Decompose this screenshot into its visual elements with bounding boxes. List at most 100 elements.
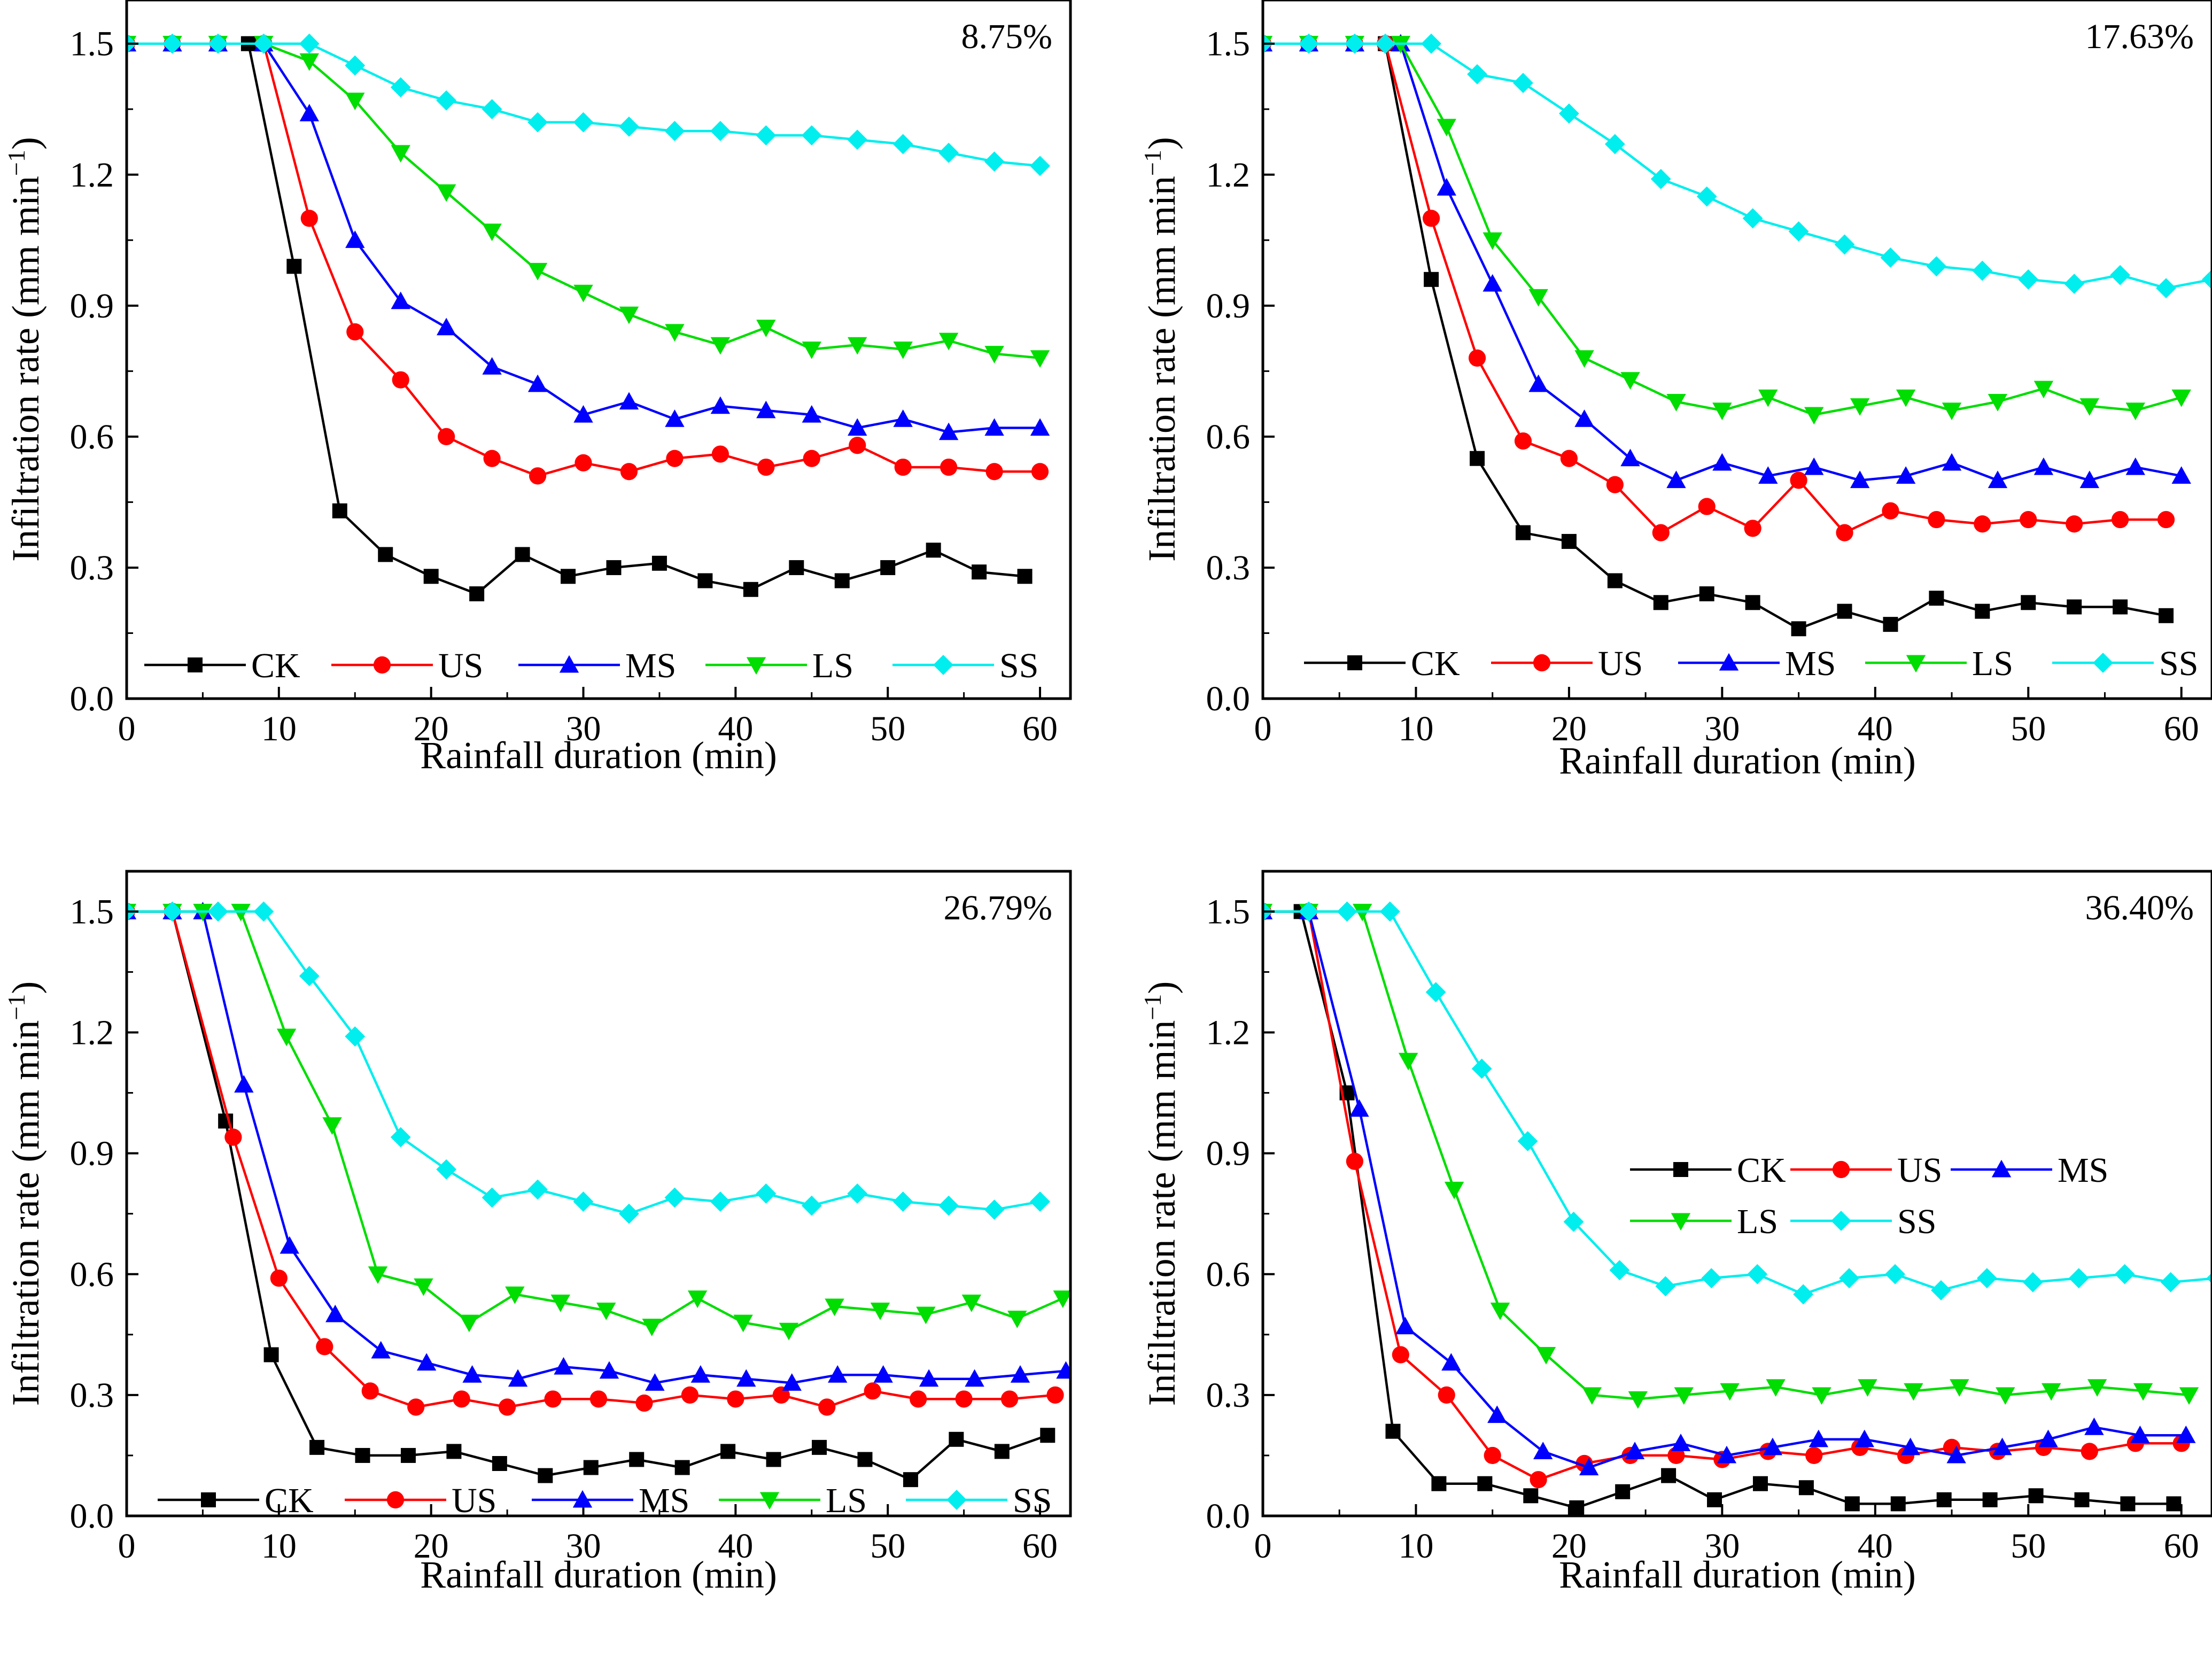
series-ls xyxy=(127,36,1050,368)
x-tick-label: 10 xyxy=(261,709,297,748)
data-point xyxy=(1742,208,1763,229)
data-point xyxy=(438,428,455,445)
y-axis-title-main: Infiltration rate (mm min xyxy=(4,176,47,562)
data-point xyxy=(802,405,821,423)
data-point xyxy=(893,341,913,359)
data-point xyxy=(583,1460,599,1475)
x-tick-label: 40 xyxy=(1858,1527,1893,1566)
data-point xyxy=(345,55,366,76)
data-point xyxy=(1671,1434,1691,1451)
data-point xyxy=(482,99,502,120)
legend-label-ck: CK xyxy=(1411,644,1460,683)
plot-frame xyxy=(1261,0,2212,700)
data-point xyxy=(1533,1442,1553,1459)
data-point xyxy=(436,318,456,336)
y-tick-label: 0.6 xyxy=(1206,417,1251,456)
data-point xyxy=(690,1365,711,1383)
data-point xyxy=(1574,409,1594,427)
data-point xyxy=(589,1390,608,1408)
data-point xyxy=(2125,457,2145,475)
data-point xyxy=(2081,1443,2098,1460)
data-point xyxy=(619,306,639,324)
data-point xyxy=(848,418,867,436)
data-point xyxy=(2206,1272,2212,1284)
data-point xyxy=(629,1452,645,1467)
data-point xyxy=(864,1382,881,1400)
data-point xyxy=(1988,470,2008,489)
data-point xyxy=(2176,1426,2196,1443)
chart-panel-2: 0 10 20 30 40 50 60 0.0 0.3 0.6 0.9 1.2 1.5 Rainfall … xyxy=(1139,0,2212,782)
data-point xyxy=(2038,1429,2058,1447)
legend-label-ck: CK xyxy=(1737,1151,1786,1190)
data-point xyxy=(1661,1468,1677,1483)
data-point xyxy=(1942,402,1962,421)
data-point xyxy=(1017,569,1033,584)
data-point xyxy=(1674,1387,1694,1405)
data-point xyxy=(664,1187,685,1208)
legend-marker-ck xyxy=(1673,1162,1688,1177)
legend-marker-us xyxy=(1533,654,1551,672)
data-point xyxy=(1805,1446,1823,1465)
data-point xyxy=(674,1460,690,1475)
data-point xyxy=(926,543,941,558)
data-point xyxy=(469,586,485,601)
data-point xyxy=(1484,1446,1501,1465)
data-point xyxy=(985,463,1003,481)
data-point xyxy=(1620,372,1640,390)
series-line-ck xyxy=(1263,42,2167,630)
series-ck xyxy=(1263,36,2174,637)
data-point xyxy=(984,151,1005,172)
data-point xyxy=(1744,520,1761,537)
legend: CK US MS LS SS xyxy=(1304,644,2198,683)
series-line-us xyxy=(1263,42,2167,534)
data-point xyxy=(697,573,713,589)
data-point xyxy=(870,1303,890,1320)
data-point xyxy=(1950,1379,1969,1397)
data-point xyxy=(462,1365,482,1383)
legend-label-ms: MS xyxy=(639,1481,689,1520)
data-point xyxy=(162,33,183,54)
data-point xyxy=(619,392,639,410)
data-point xyxy=(1666,470,1686,489)
y-axis-title-superscript: −1 xyxy=(1139,150,1166,176)
data-point xyxy=(1513,73,1533,94)
data-point xyxy=(1712,402,1732,421)
y-tick-label: 1.5 xyxy=(1206,25,1251,64)
series-line-ss xyxy=(1263,910,2212,1296)
data-point xyxy=(309,1439,325,1455)
data-point xyxy=(2068,1268,2089,1289)
series-line-ss xyxy=(127,910,1041,1215)
data-point xyxy=(894,458,912,476)
data-point xyxy=(2112,510,2129,529)
legend-label-ck: CK xyxy=(251,646,300,685)
data-point xyxy=(1707,1492,1722,1507)
data-point xyxy=(1337,901,1357,922)
x-tick-label: 0 xyxy=(1254,709,1272,748)
legend-marker-us xyxy=(386,1491,405,1509)
data-point xyxy=(599,1361,619,1379)
data-point xyxy=(573,284,593,303)
data-point xyxy=(1437,119,1456,137)
legend: CK US MS LS SS xyxy=(1630,1151,2108,1241)
data-point xyxy=(1812,1387,1831,1405)
data-point xyxy=(1615,1484,1631,1499)
data-point xyxy=(1530,1471,1547,1489)
data-point xyxy=(2114,1264,2135,1284)
data-point xyxy=(1790,471,1807,489)
data-point xyxy=(1904,1383,1923,1401)
data-point xyxy=(1000,1390,1019,1408)
data-point xyxy=(664,121,685,141)
data-point xyxy=(1885,1264,1905,1284)
data-point xyxy=(1346,1152,1363,1170)
data-point xyxy=(1030,350,1050,368)
data-point xyxy=(345,1026,366,1047)
data-point xyxy=(720,1444,736,1459)
data-point xyxy=(1392,1346,1409,1364)
data-point xyxy=(355,1447,370,1463)
data-point xyxy=(903,1472,918,1488)
x-tick-label: 10 xyxy=(1398,1527,1433,1566)
y-tick-label: 0.3 xyxy=(70,1376,114,1415)
data-point xyxy=(346,323,364,340)
data-point xyxy=(1477,1476,1493,1491)
